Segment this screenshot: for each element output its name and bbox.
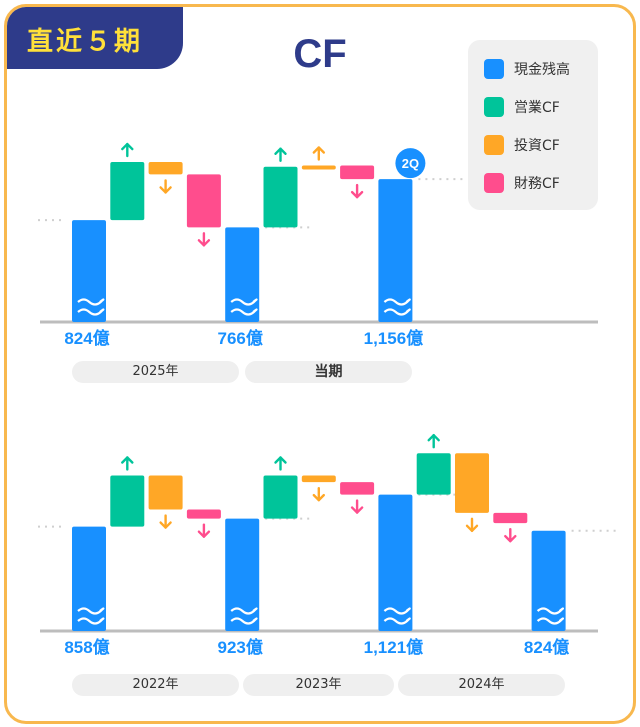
bar-investing [455,453,489,513]
bar-cash [531,530,566,631]
down-arrow-icon [465,517,479,533]
down-arrow-icon [350,183,364,199]
bar-financing [493,512,528,524]
cash-value-label: 824億 [524,637,569,657]
bar-break-wave [536,617,565,625]
bar-break-wave [77,617,105,625]
legend-swatch-cash [484,59,504,79]
down-arrow-icon [197,523,211,538]
down-arrow-icon [197,232,211,247]
bar-investing [301,475,336,483]
period-pill-2023: 2023年 [243,674,394,696]
up-arrow-icon [427,433,440,449]
bar-break-wave [383,308,411,316]
bar-operating [416,453,451,495]
up-arrow-icon [274,147,287,162]
down-arrow-icon [159,179,172,194]
cash-value-label: 766億 [218,328,263,348]
bar-cash [225,518,260,631]
bar-break-wave [230,308,258,316]
cash-value-label: 824億 [64,328,109,348]
bar-break-wave [383,298,411,306]
bar-break-wave [230,617,258,625]
legend-swatch-investing [484,135,504,155]
bar-cash [72,220,106,322]
period-badge-label: 直近５期 [27,27,144,57]
interim-badge [395,148,426,179]
cash-value-label: 923億 [218,637,263,657]
legend-label-cash: 現金残高 [514,62,570,78]
down-arrow-icon [350,499,364,514]
bar-investing [148,475,183,510]
chart-title: CF [293,32,347,76]
bar-break-wave [77,298,105,306]
up-arrow-icon [121,142,134,158]
period-pill-current: 当期 [245,361,412,383]
bar-break-wave [230,607,258,615]
bar-financing [340,482,375,495]
legend-label-operating: 営業CF [514,100,560,116]
interim-badge-label: 2Q [402,156,419,171]
legend-label-investing: 投資CF [514,138,560,154]
down-arrow-icon [159,514,172,529]
bar-break-wave [77,308,105,316]
legend-label-financing: 財務CF [514,176,560,192]
period-pill-2022: 2022年 [72,674,239,696]
period-pill-2025: 2025年 [72,361,239,383]
legend: 現金残高 営業CF 投資CF 財務CF [468,40,598,210]
period-pill-2024: 2024年 [398,674,565,696]
bar-financing [340,165,375,180]
bar-cash [378,494,413,631]
legend-item-operating: 営業CF [484,96,560,118]
bar-financing [186,509,221,519]
bar-cash [225,227,260,322]
bar-cash [378,179,413,322]
period-badge: 直近５期 [7,7,183,69]
down-arrow-icon [312,486,325,502]
bar-investing [301,165,336,170]
legend-item-financing: 財務CF [484,172,560,194]
bar-break-wave [383,607,411,615]
bar-break-wave [230,298,258,306]
bar-operating [110,162,145,221]
bar-break-wave [536,607,565,615]
bar-operating [110,475,145,527]
down-arrow-icon [504,527,517,543]
cash-value-label: 1,156億 [364,328,424,348]
up-arrow-icon [121,456,134,471]
legend-swatch-operating [484,97,504,117]
bar-operating [263,166,298,228]
bar-operating [263,475,298,519]
cash-value-label: 1,121億 [364,637,424,657]
cash-value-label: 858億 [64,637,109,657]
bar-cash [72,526,106,631]
bar-break-wave [383,617,411,625]
legend-item-cash: 現金残高 [484,58,570,80]
up-arrow-icon [274,456,287,471]
bar-investing [148,162,183,175]
bar-financing [186,174,221,228]
bar-break-wave [77,607,105,615]
legend-swatch-financing [484,173,504,193]
up-arrow-icon [312,146,325,161]
legend-item-investing: 投資CF [484,134,560,156]
